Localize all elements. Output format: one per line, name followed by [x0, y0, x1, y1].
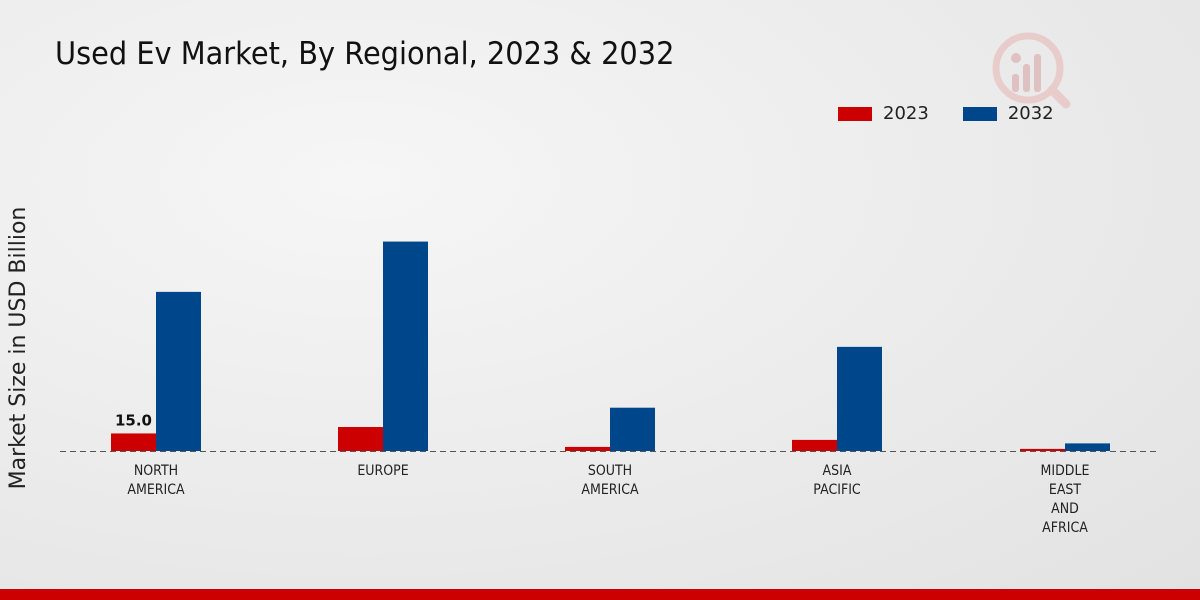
- data-label: 15.0: [115, 411, 152, 429]
- bottom-accent-bar: [0, 589, 1200, 600]
- watermark-logo-icon: [992, 32, 1071, 109]
- x-tick-label-line: NORTH: [134, 463, 178, 479]
- x-tick-label-line: EAST: [1049, 482, 1082, 498]
- x-tick-label-line: PACIFIC: [813, 482, 860, 498]
- x-tick-label-line: ASIA: [823, 463, 852, 479]
- x-tick-label-line: AND: [1051, 501, 1079, 517]
- bar-2023-north-america: [111, 433, 156, 451]
- x-tick-label-line: SOUTH: [588, 463, 632, 479]
- bar-2023-south-america: [565, 446, 610, 451]
- x-tick-label: NORTH AMERICA: [127, 463, 184, 498]
- legend-swatch-2032: [962, 106, 997, 121]
- legend-item-2032: 2032: [962, 103, 1054, 124]
- bar-2032-north-america: [156, 291, 201, 451]
- x-tick-label-line: EUROPE: [357, 463, 408, 479]
- legend-label-2032: 2032: [1007, 103, 1054, 124]
- bar-2032-middle-east-and-africa: [1065, 443, 1110, 451]
- x-tick-label-line: AFRICA: [1042, 520, 1088, 536]
- x-tick-label-line: AMERICA: [581, 482, 638, 498]
- legend-item-2023: 2023: [838, 103, 929, 124]
- labels-layer: NORTH AMERICA EUROPE SOUTH AMERICA ASIA PACIFI…: [115, 411, 1089, 536]
- bar-2032-asia-pacific: [837, 346, 882, 451]
- bar-2023-europe: [338, 427, 383, 451]
- x-tick-label-line: AMERICA: [127, 482, 184, 498]
- chart-title: Used Ev Market, By Regional, 2023 & 2032: [55, 36, 675, 72]
- bar-2032-south-america: [610, 407, 655, 451]
- bars-layer: [111, 241, 1110, 451]
- bar-2032-europe: [383, 241, 428, 451]
- legend-swatch-2023: [838, 106, 872, 121]
- legend: 2023 2032: [838, 103, 1088, 124]
- x-tick-label: MIDDLE EAST AND AFRICA: [1041, 463, 1090, 536]
- x-tick-label: EUROPE: [357, 463, 408, 479]
- x-tick-label: SOUTH AMERICA: [581, 463, 638, 498]
- y-axis-label: Market Size in USD Billion: [6, 207, 31, 490]
- x-tick-label: ASIA PACIFIC: [813, 463, 860, 498]
- legend-label-2023: 2023: [883, 103, 929, 124]
- bar-2023-asia-pacific: [792, 439, 837, 451]
- x-tick-label-line: MIDDLE: [1041, 463, 1090, 479]
- bar-2023-middle-east-and-africa: [1020, 448, 1065, 451]
